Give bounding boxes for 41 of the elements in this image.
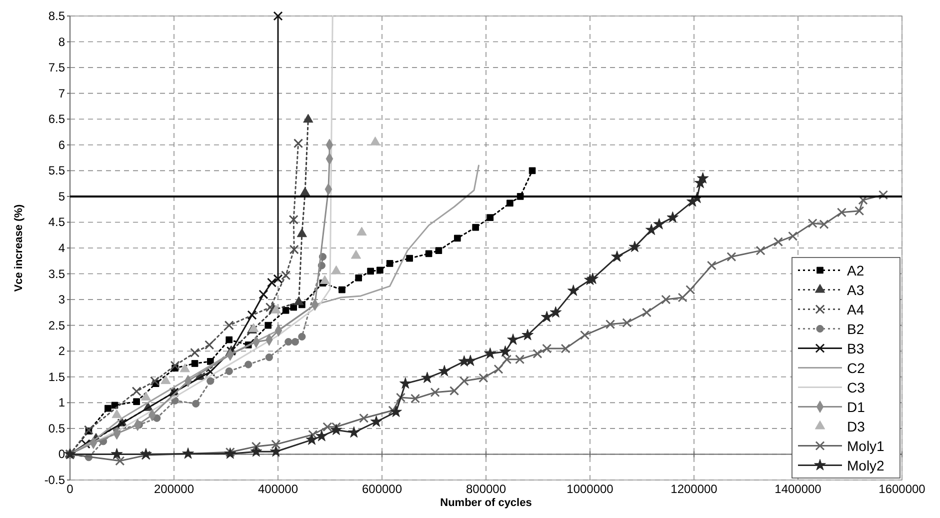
legend-label: B2: [847, 320, 864, 337]
x-tick-label: 600000: [362, 482, 402, 496]
y-tick-label: 6.5: [48, 112, 66, 126]
legend-label: A2: [847, 262, 864, 278]
legend-label: B3: [847, 340, 864, 356]
y-tick-label: 4.5: [48, 215, 66, 230]
y-tick-label: -0.5: [44, 473, 66, 487]
y-tick-label: 8: [58, 34, 66, 49]
y-tick-label: 5.5: [48, 164, 66, 178]
legend-label: D3: [847, 418, 866, 434]
x-tick-label: 1400000: [774, 482, 822, 496]
y-axis-title: Vce increase (%): [13, 204, 25, 292]
x-tick-label: 0: [66, 482, 74, 496]
legend-label: Moly2: [847, 457, 885, 474]
x-tick-label: 400000: [258, 482, 298, 496]
legend-label: Moly1: [847, 438, 885, 454]
x-tick-label: 1000000: [566, 482, 614, 496]
legend-label: A3: [847, 282, 864, 298]
x-tick-label: 200000: [154, 482, 194, 496]
y-tick-label: 5: [58, 189, 66, 204]
legend-label: A4: [847, 301, 864, 318]
x-tick-label: 1200000: [670, 482, 718, 496]
y-tick-label: 4: [58, 241, 66, 255]
legend-label: C2: [847, 360, 866, 376]
x-tick-label: 1600000: [878, 482, 926, 496]
y-tick-label: 0.5: [48, 421, 66, 436]
y-tick-label: 1.5: [48, 370, 66, 384]
legend-label: D1: [847, 398, 866, 415]
y-tick-label: 8.5: [48, 9, 66, 23]
y-tick-label: 7.5: [48, 60, 66, 75]
y-tick-label: 0: [58, 447, 66, 462]
y-tick-label: 3: [58, 292, 66, 307]
y-tick-label: 2.5: [48, 318, 66, 332]
y-tick-label: 1: [58, 396, 66, 410]
x-tick-label: 800000: [466, 482, 506, 496]
y-tick-label: 3.5: [48, 266, 66, 281]
legend-label: C3: [847, 379, 866, 396]
y-tick-label: 7: [58, 86, 66, 100]
y-tick-label: 6: [58, 138, 66, 152]
y-tick-label: 2: [58, 344, 66, 358]
x-axis-title: Number of cycles: [440, 497, 532, 509]
